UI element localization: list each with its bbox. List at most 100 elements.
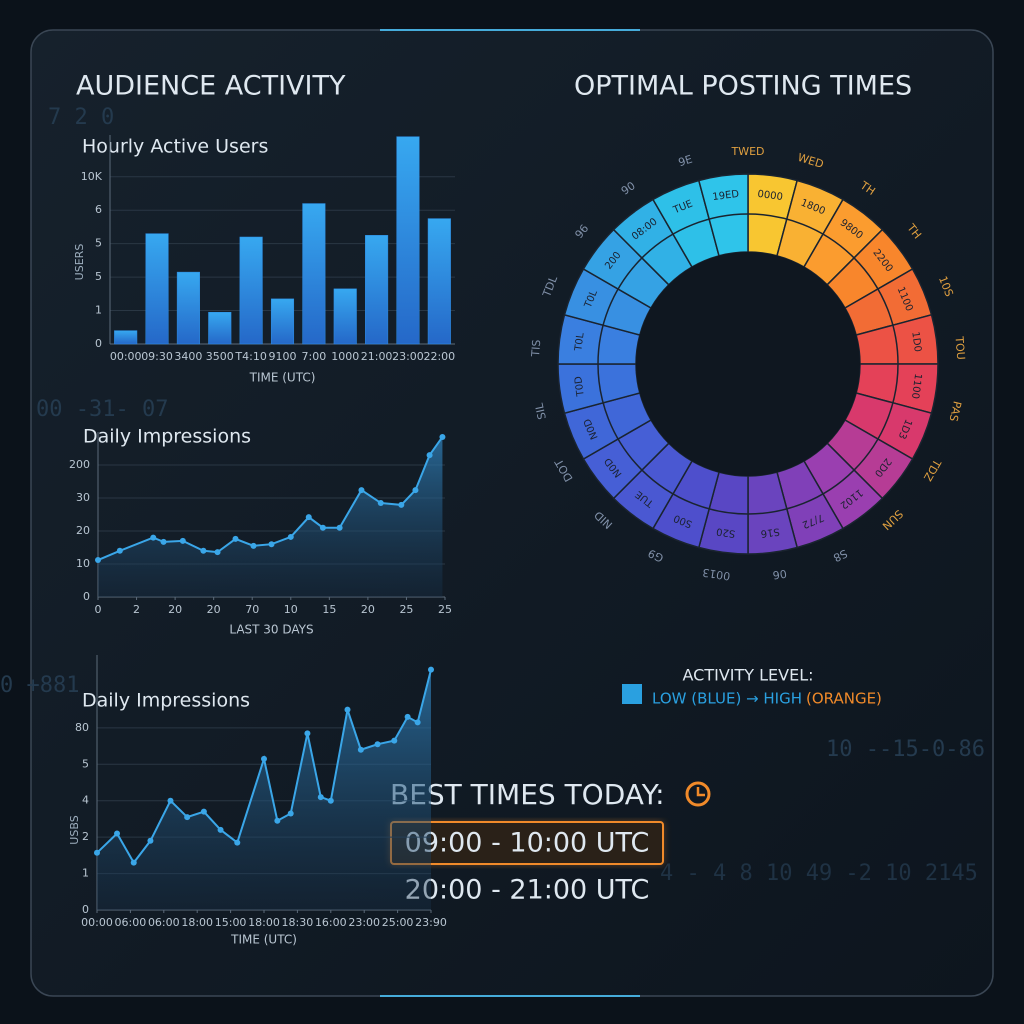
x-tick-label: 23:00	[348, 916, 380, 929]
point	[116, 547, 123, 554]
x-tick-label: 22:00	[423, 350, 455, 363]
bar	[239, 236, 263, 345]
segment-label: S20	[716, 525, 736, 538]
x-axis-label: LAST 30 DAYS	[229, 623, 313, 637]
x-tick-label: T4:10	[234, 350, 266, 363]
point	[274, 817, 281, 824]
x-tick-label: 09:30	[141, 350, 173, 363]
point	[150, 534, 157, 541]
bar	[302, 203, 326, 345]
best-times-title: BEST TIMES TODAY:	[390, 778, 665, 811]
x-tick-label: 9100	[269, 350, 297, 363]
point	[214, 549, 221, 556]
y-tick-label: 20	[76, 524, 90, 537]
bar	[176, 271, 200, 345]
point	[317, 794, 324, 801]
point	[287, 533, 294, 540]
clock-hands	[696, 787, 705, 797]
y-axis-label: USBS	[68, 815, 81, 844]
section-title: OPTIMAL POSTING TIMES	[574, 71, 912, 102]
legend-high: (ORANGE)	[806, 690, 882, 708]
point	[232, 535, 239, 542]
line	[96, 669, 432, 865]
chart-title: Daily Impressions	[82, 690, 250, 712]
ring-hole	[636, 252, 860, 476]
point	[439, 433, 446, 440]
outer-label: TOU	[952, 335, 967, 360]
x-tick-label: 18:30	[282, 916, 314, 929]
bar	[333, 288, 357, 345]
point	[426, 452, 433, 459]
point	[398, 501, 405, 508]
x-axis-label: TIME (UTC)	[249, 371, 316, 385]
segment-label: 1100	[909, 373, 923, 400]
area	[97, 669, 431, 910]
segment-label: 0000	[757, 189, 784, 203]
chart-title: Hourly Active Users	[82, 136, 268, 158]
point	[184, 814, 191, 821]
y-tick-label: 10K	[81, 170, 103, 183]
x-tick-label: 23:90	[415, 916, 447, 929]
x-tick-label: 21:00	[361, 350, 393, 363]
bg-digits: 7 2 0	[48, 105, 114, 130]
x-tick-label: 06:00	[115, 916, 147, 929]
x-tick-label: 00:00	[81, 916, 113, 929]
y-tick-label: 5	[95, 270, 102, 283]
x-tick-label: 25	[399, 603, 413, 616]
x-tick-label: 7:00	[302, 350, 327, 363]
x-tick-label: 70	[245, 603, 259, 616]
line	[97, 436, 444, 561]
bar	[270, 298, 295, 345]
point	[250, 542, 257, 549]
x-tick-label: 20	[361, 603, 375, 616]
segment-label: 19ED	[712, 189, 740, 203]
y-tick-label: 0	[82, 903, 89, 916]
y-tick-label: 1	[82, 867, 89, 880]
x-tick-label: 15:00	[215, 916, 247, 929]
x-tick-label: 3400	[174, 350, 202, 363]
point	[374, 741, 381, 748]
legend-low: LOW (BLUE) → HIGH	[652, 690, 802, 708]
x-axis-label: TIME (UTC)	[230, 933, 297, 947]
point	[327, 797, 334, 804]
y-tick-label: 0	[95, 337, 102, 350]
bar	[114, 330, 138, 345]
background-text: 7 2 0 00 -31- 07 0 +881 10 --15-0-86 4 -…	[0, 105, 985, 886]
legend-title: ACTIVITY LEVEL:	[682, 666, 813, 685]
x-tick-label: 06:00	[148, 916, 180, 929]
outer-label: 0013	[702, 566, 732, 583]
point	[95, 557, 101, 564]
point	[160, 538, 167, 545]
x-tick-label: 1000	[331, 350, 359, 363]
y-tick-label: 0	[83, 590, 90, 603]
x-tick-label: 25:00	[382, 916, 414, 929]
y-tick-label: 2	[82, 830, 89, 843]
point	[304, 730, 311, 737]
y-axis-label: USERS	[73, 244, 86, 281]
point	[404, 713, 411, 720]
point	[147, 837, 154, 844]
point	[94, 849, 100, 856]
outer-label: G9	[646, 546, 666, 564]
point	[414, 719, 421, 726]
y-tick-label: 5	[95, 237, 102, 250]
outer-label: TIS	[529, 339, 543, 358]
point	[217, 826, 224, 833]
x-tick-label: 25	[438, 603, 452, 616]
outer-label: TWED	[730, 145, 764, 158]
x-tick-label: 2	[133, 603, 140, 616]
x-tick-label: 3500	[206, 350, 234, 363]
point	[200, 547, 207, 554]
x-tick-label: 18:00	[248, 916, 280, 929]
segment-label: S16	[760, 525, 780, 538]
segment-label: T0L	[573, 332, 586, 353]
bar	[208, 311, 232, 345]
point	[319, 524, 326, 531]
best-time-slot: 09:00 - 10:00 UTC	[405, 828, 650, 859]
point	[357, 746, 364, 753]
point	[287, 810, 294, 817]
point	[114, 830, 121, 837]
y-tick-label: 4	[82, 794, 89, 807]
bar	[365, 235, 389, 345]
